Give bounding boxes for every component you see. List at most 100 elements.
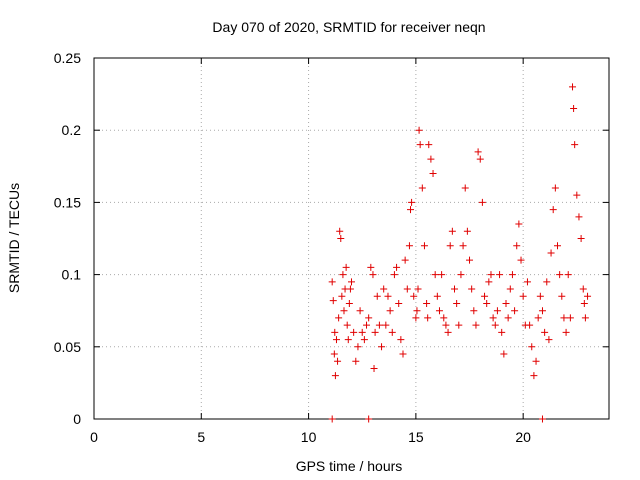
data-point — [331, 372, 339, 380]
data-point — [554, 242, 561, 250]
data-point — [433, 292, 441, 300]
x-tick-label: 15 — [408, 429, 424, 445]
data-point — [340, 307, 348, 315]
data-point — [425, 141, 433, 149]
data-point — [468, 285, 476, 293]
data-point — [448, 227, 456, 235]
data-point — [382, 321, 390, 329]
data-point — [558, 292, 566, 300]
data-point — [523, 278, 531, 286]
data-point — [442, 321, 450, 329]
y-tick-label: 0.05 — [54, 339, 81, 355]
x-tick-label: 20 — [515, 429, 531, 445]
data-point — [429, 170, 437, 178]
data-point — [412, 314, 420, 322]
data-point — [388, 328, 396, 336]
data-point — [371, 328, 379, 336]
data-point — [538, 415, 546, 423]
data-point — [414, 285, 422, 293]
data-point — [580, 299, 588, 307]
data-point — [579, 285, 587, 293]
data-point — [345, 299, 353, 307]
data-point — [511, 307, 519, 315]
data-point — [481, 292, 489, 300]
data-point — [457, 271, 465, 279]
data-point — [418, 184, 426, 192]
data-point — [335, 314, 343, 322]
data-point — [463, 227, 471, 235]
data-point — [485, 278, 493, 286]
data-point — [435, 307, 443, 315]
data-point — [538, 307, 546, 315]
data-point — [343, 321, 351, 329]
data-point — [375, 321, 383, 329]
y-tick-label: 0.2 — [62, 122, 82, 138]
y-axis-label: SRMTID / TECUs — [6, 183, 22, 293]
y-tick-label: 0.1 — [62, 267, 82, 283]
data-point — [562, 328, 570, 336]
data-point — [358, 328, 366, 336]
data-point — [330, 350, 338, 358]
data-point — [410, 292, 418, 300]
data-point — [496, 271, 504, 279]
data-point — [472, 321, 480, 329]
plot-area-border — [93, 57, 610, 420]
data-point — [478, 198, 486, 206]
data-point — [584, 292, 592, 300]
series-srmtid — [328, 83, 592, 380]
data-point — [549, 206, 557, 214]
data-point — [530, 372, 538, 380]
data-point — [363, 321, 371, 329]
data-point — [570, 105, 578, 113]
data-point — [573, 191, 581, 199]
data-point — [336, 227, 344, 235]
data-point — [451, 285, 458, 293]
data-point — [339, 271, 347, 279]
data-point — [476, 155, 484, 163]
data-point — [384, 292, 392, 300]
data-point — [405, 242, 413, 250]
data-point — [541, 328, 549, 336]
data-point — [348, 278, 355, 286]
chart-title: Day 070 of 2020, SRMTID for receiver neq… — [212, 19, 485, 35]
data-point — [466, 256, 474, 264]
data-point — [365, 314, 373, 322]
data-point — [536, 292, 544, 300]
data-point — [556, 271, 564, 279]
data-point — [342, 263, 350, 271]
data-point — [354, 343, 362, 351]
data-point — [360, 336, 368, 344]
data-point — [532, 357, 540, 365]
data-point — [438, 271, 446, 279]
data-point — [431, 271, 439, 279]
data-point — [455, 321, 463, 329]
data-point — [500, 350, 508, 358]
data-point — [386, 307, 394, 315]
data-point — [508, 271, 516, 279]
data-point — [577, 235, 585, 242]
data-point — [380, 285, 388, 293]
x-tick-label: 10 — [301, 429, 317, 445]
data-point — [373, 292, 381, 300]
data-point — [440, 314, 448, 322]
data-point — [569, 83, 577, 91]
data-point — [534, 314, 542, 322]
data-point — [407, 206, 415, 214]
data-point — [491, 321, 499, 329]
data-point — [378, 343, 386, 351]
data-point — [416, 141, 424, 149]
data-point — [420, 242, 428, 250]
data-point — [337, 235, 345, 242]
data-point — [493, 307, 501, 315]
data-point — [390, 271, 398, 279]
y-tick-label: 0 — [73, 411, 81, 427]
data-point — [338, 292, 346, 300]
x-axis-label: GPS time / hours — [296, 458, 403, 474]
data-point — [352, 357, 360, 365]
data-point — [498, 328, 506, 336]
data-point — [543, 278, 551, 286]
data-point — [551, 184, 559, 192]
data-point — [571, 141, 579, 149]
